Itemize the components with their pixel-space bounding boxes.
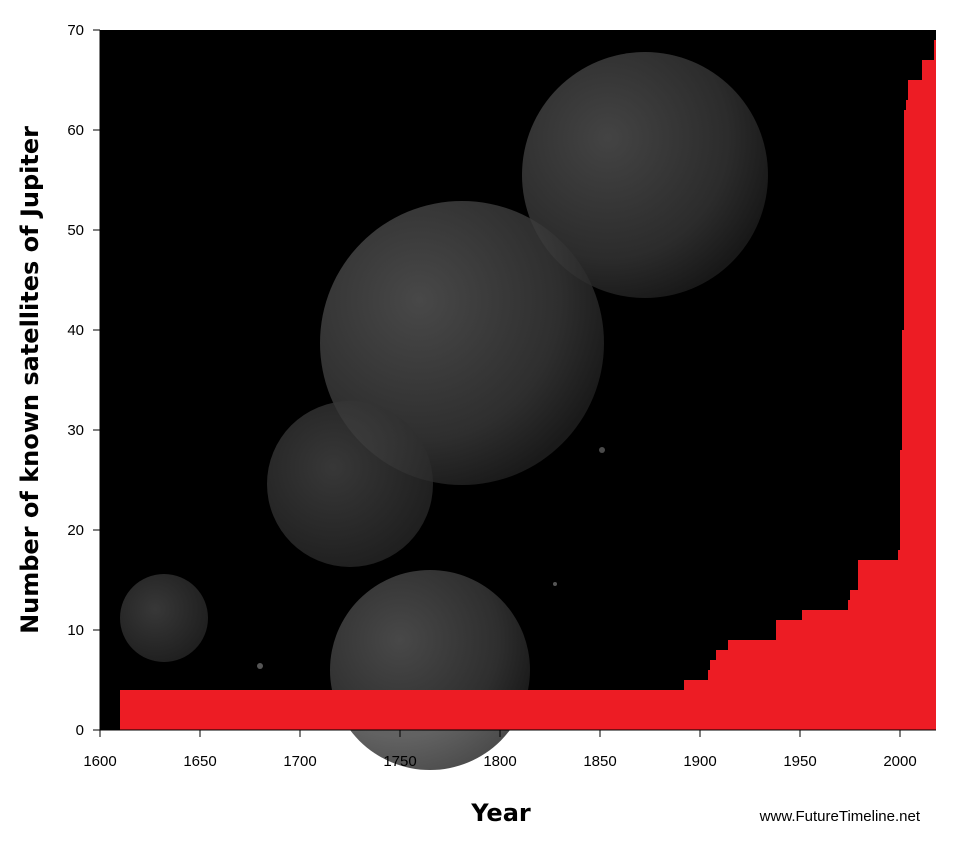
y-axis-title: Number of known satellites of Jupiter bbox=[16, 126, 44, 634]
x-tick-label: 1850 bbox=[583, 753, 616, 770]
moons-background-image bbox=[120, 52, 768, 770]
y-tick-label: 70 bbox=[67, 22, 84, 39]
x-tick-label: 1750 bbox=[383, 753, 416, 770]
y-tick-label: 50 bbox=[67, 222, 84, 239]
x-axis-title: Year bbox=[470, 799, 531, 827]
y-tick-label: 40 bbox=[67, 322, 84, 339]
x-tick-label: 1700 bbox=[283, 753, 316, 770]
moonlet-2 bbox=[257, 663, 263, 669]
x-tick-label: 1650 bbox=[183, 753, 216, 770]
y-tick-label: 20 bbox=[67, 522, 84, 539]
x-tick-label: 1900 bbox=[683, 753, 716, 770]
moonlet-3 bbox=[553, 582, 557, 586]
x-tick-label: 1950 bbox=[783, 753, 816, 770]
y-tick-label: 30 bbox=[67, 422, 84, 439]
y-tick-label: 10 bbox=[67, 622, 84, 639]
moon-small bbox=[120, 574, 208, 662]
x-axis-ticks: 1600 1650 1700 1750 1800 1850 1900 1950 2000 bbox=[83, 730, 917, 770]
credit-text: www.FutureTimeline.net bbox=[759, 808, 921, 825]
y-axis-ticks: 0 10 20 30 40 50 60 70 bbox=[67, 22, 100, 739]
moon-io bbox=[330, 570, 530, 770]
moonlet-1 bbox=[599, 447, 605, 453]
x-tick-label: 2000 bbox=[883, 753, 916, 770]
satellite-count-area bbox=[120, 40, 936, 730]
y-tick-label: 60 bbox=[67, 122, 84, 139]
moon-callisto bbox=[522, 52, 768, 298]
y-tick-label: 0 bbox=[76, 722, 84, 739]
x-tick-label: 1600 bbox=[83, 753, 116, 770]
x-tick-label: 1800 bbox=[483, 753, 516, 770]
moon-europa bbox=[267, 401, 433, 567]
